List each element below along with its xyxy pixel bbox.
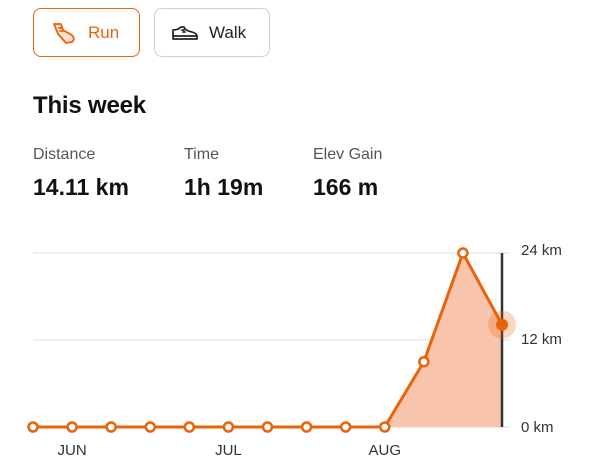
stat-time-label: Time [184,146,219,163]
stat-distance-label: Distance [33,146,96,163]
y-tick-label: 0 km [521,419,554,436]
stat-time-value: 1h 19m [184,174,264,200]
data-point [222,421,235,433]
data-point [144,421,156,433]
stat-elev-gain: Elev Gain 166 m [313,146,382,200]
running-shoe-icon [50,21,78,45]
stat-elev-gain-value: 166 m [313,174,379,200]
data-point [457,247,469,259]
area-fill [384,253,502,427]
stat-distance: Distance 14.11 km [33,146,129,200]
stat-elev-gain-label: Elev Gain [313,146,383,163]
tab-run[interactable]: Run [33,8,140,57]
data-point [66,421,78,433]
data-point [300,421,313,433]
stat-time: Time 1h 19m [184,146,263,200]
y-tick-label: 24 km [521,242,562,259]
tab-walk[interactable]: Walk [154,8,270,57]
activity-type-tabs: Run Walk [33,8,270,57]
summary-title: This week [33,92,146,119]
data-point [261,421,274,433]
data-point [379,421,391,433]
tab-run-label: Run [88,22,120,42]
x-tick-label: JUN [57,442,87,459]
data-point [339,421,352,433]
x-tick-label: JUL [215,442,242,459]
selected-data-point [496,318,508,331]
sneaker-icon [171,21,199,45]
y-tick-label: 12 km [521,331,562,348]
tab-walk-label: Walk [209,22,247,42]
data-point [418,356,430,368]
stat-distance-value: 14.11 km [33,174,129,200]
weekly-distance-chart[interactable] [0,0,600,450]
data-point [105,421,117,433]
x-tick-label: AUG [368,442,402,459]
data-point [183,421,196,433]
data-point [27,421,39,433]
